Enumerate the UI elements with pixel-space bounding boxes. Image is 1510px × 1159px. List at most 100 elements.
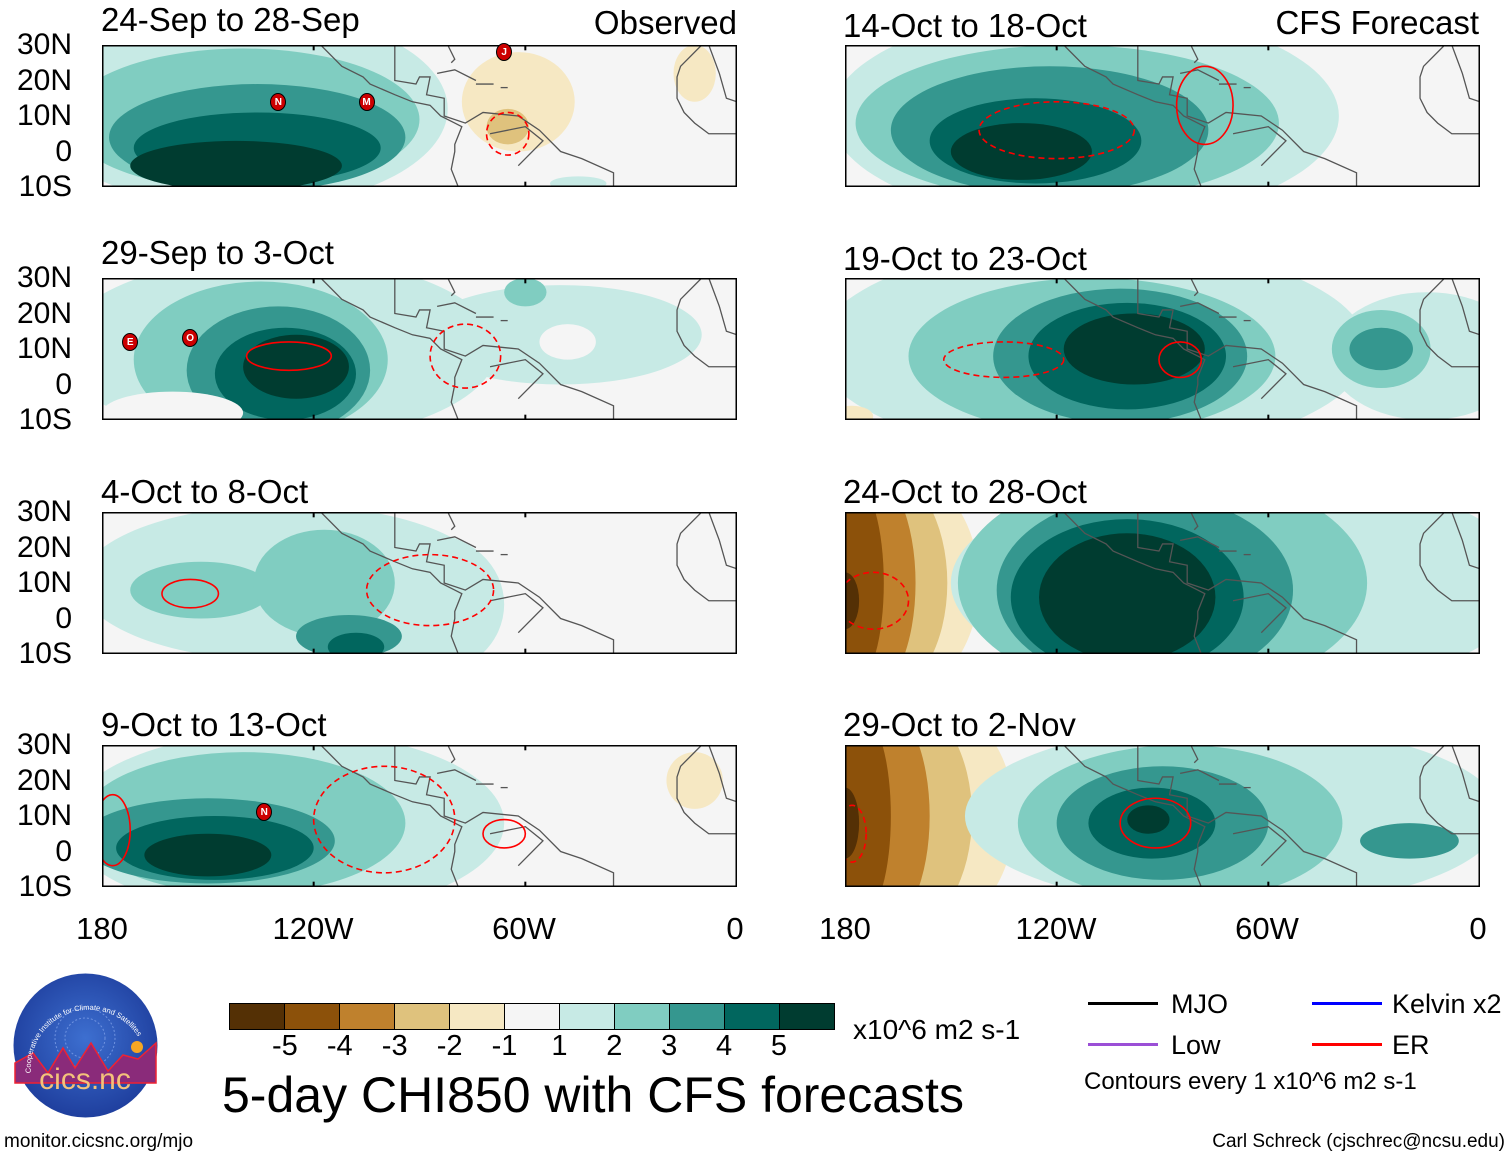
- coastline: [321, 745, 462, 887]
- panel-title: 24-Oct to 28-Oct: [843, 473, 1087, 510]
- lat-label: 20N: [16, 530, 72, 564]
- legend-low-line: [1088, 1043, 1158, 1046]
- coastline: [1138, 512, 1357, 654]
- coastline: [1064, 512, 1205, 654]
- lat-label: 20N: [16, 763, 72, 797]
- shading-region: [102, 391, 244, 420]
- colorbar-swatch: [285, 1004, 340, 1029]
- colorbar-tick-label: -2: [436, 1030, 463, 1062]
- legend-kelvin-label: Kelvin x2: [1392, 989, 1502, 1019]
- coastline: [1180, 70, 1219, 81]
- coastline: [1064, 278, 1205, 420]
- coastline: [1180, 303, 1219, 314]
- colorbar-tick-label: 3: [661, 1030, 678, 1062]
- storm-letter: J: [501, 47, 507, 59]
- storm-letter: O: [186, 333, 195, 345]
- shading-region: [845, 572, 860, 630]
- coastline: [1233, 827, 1286, 866]
- colorbar-tick-label: 1: [551, 1030, 568, 1062]
- lat-label: 30N: [16, 495, 72, 528]
- coastline: [490, 360, 543, 399]
- shading-region: [253, 529, 395, 637]
- tropical-cyclone-icon: M: [358, 92, 375, 111]
- shading-region: [539, 324, 596, 360]
- er-contour: [1177, 66, 1233, 144]
- lon-label-180: 180: [819, 911, 871, 946]
- panel-title: 14-Oct to 18-Oct: [843, 7, 1087, 44]
- coastline: [1233, 360, 1286, 399]
- contour-interval-note: Contours every 1 x10^6 m2 s-1: [1084, 1068, 1417, 1095]
- coastline: [677, 512, 737, 601]
- coastline: [1233, 127, 1286, 166]
- coastline: [448, 45, 455, 63]
- coastline: [395, 512, 614, 654]
- colorbar-swatch: [615, 1004, 670, 1029]
- storm-letter: N: [260, 807, 268, 819]
- storm-letter: N: [274, 96, 282, 108]
- lon-label-60w: 60W: [492, 911, 556, 946]
- map-panel: [845, 278, 1480, 420]
- cics-logo: Cooperative Institute for Climate and Sa…: [13, 973, 158, 1118]
- storm-letter: M: [362, 96, 371, 108]
- colorbar-swatch: [725, 1004, 780, 1029]
- lat-label: 10N: [16, 799, 72, 832]
- shading-region: [1127, 805, 1170, 834]
- lat-label: 20N: [16, 63, 72, 97]
- tropical-cyclone-icon: N: [270, 92, 287, 111]
- colorbar-tick-label: -3: [381, 1030, 408, 1062]
- lat-label: 0: [55, 367, 72, 401]
- lat-label: 30N: [16, 728, 72, 761]
- coastline: [321, 512, 462, 654]
- lat-label: 30N: [16, 261, 72, 294]
- shading-region: [1349, 327, 1413, 371]
- coastline: [437, 70, 476, 81]
- legend-low-label: Low: [1171, 1030, 1221, 1060]
- coastline: [709, 512, 737, 569]
- er-contour: [1120, 798, 1191, 848]
- coastline: [321, 45, 462, 187]
- er-contour: [102, 795, 130, 866]
- legend-mjo-line: [1088, 1002, 1158, 1005]
- coastline: [1180, 537, 1219, 548]
- coastline: [1191, 512, 1198, 530]
- map-panel: [102, 512, 737, 654]
- coastline: [1233, 594, 1286, 633]
- lat-label: 30N: [16, 28, 72, 61]
- er-contour: [314, 766, 455, 873]
- panel-title: 9-Oct to 13-Oct: [101, 706, 327, 743]
- lat-label: 10S: [18, 637, 72, 670]
- coastline: [1452, 745, 1480, 802]
- er-contour: [979, 102, 1134, 159]
- lat-label: 10S: [18, 870, 72, 903]
- shading-region: [950, 123, 1092, 180]
- tropical-cyclone-icon: J: [496, 43, 513, 62]
- er-contour: [944, 342, 1064, 378]
- colorbar: [229, 1003, 835, 1030]
- shading-region: [1039, 533, 1216, 654]
- lon-label-0: 0: [726, 911, 744, 946]
- er-contour: [487, 112, 529, 155]
- er-contour: [483, 820, 525, 848]
- source-url: monitor.cicsnc.org/mjo: [4, 1131, 194, 1152]
- coastline: [677, 745, 737, 834]
- panel-title: 19-Oct to 23-Oct: [843, 240, 1087, 277]
- shading-region: [243, 334, 349, 399]
- colorbar-tick-label: -4: [326, 1030, 353, 1062]
- er-contour: [430, 324, 501, 388]
- coastline: [1064, 745, 1205, 887]
- coastline: [1138, 278, 1357, 420]
- coastline: [448, 512, 455, 530]
- shading-region: [845, 787, 860, 859]
- coastline: [395, 278, 614, 420]
- legend-mjo-label: MJO: [1171, 989, 1228, 1019]
- colorbar-units: x10^6 m2 s-1: [853, 1014, 1021, 1045]
- coastline: [709, 45, 737, 102]
- colorbar-tick-label: 4: [716, 1030, 733, 1062]
- coastline: [1420, 512, 1480, 601]
- coastline: [1420, 278, 1480, 367]
- coastline: [490, 127, 543, 166]
- coastline: [709, 278, 737, 335]
- cfs-forecast-label: CFS Forecast: [1275, 4, 1479, 41]
- colorbar-tick-label: 2: [606, 1030, 623, 1062]
